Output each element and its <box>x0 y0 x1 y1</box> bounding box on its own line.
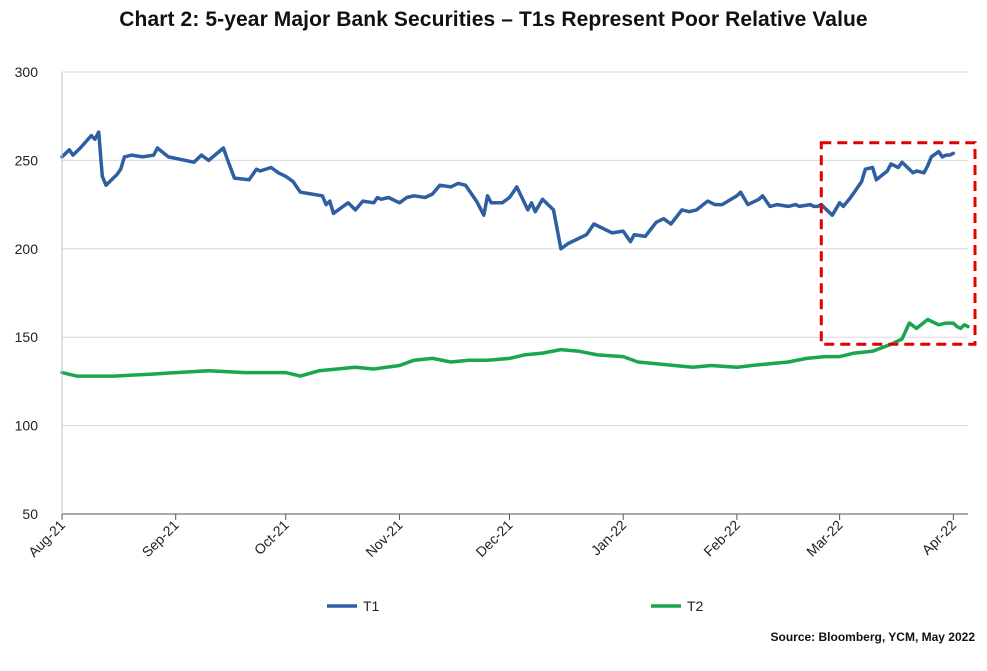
x-tick-label: Dec-21 <box>472 517 515 560</box>
x-tick-label: Oct-21 <box>251 517 292 558</box>
x-tick-label: Aug-21 <box>25 517 68 560</box>
y-tick-label: 200 <box>15 241 39 257</box>
y-tick-label: 100 <box>15 418 39 434</box>
x-tick-label: Apr-22 <box>918 517 959 558</box>
y-tick-label: 50 <box>22 506 38 522</box>
series-line-t1 <box>60 130 956 251</box>
legend-label-t1: T1 <box>363 598 380 614</box>
x-tick-label: Nov-21 <box>362 517 405 560</box>
y-tick-label: 150 <box>15 329 39 345</box>
chart-title: Chart 2: 5-year Major Bank Securities – … <box>119 8 868 31</box>
x-tick-label: Mar-22 <box>803 517 846 560</box>
legend-label-t2: T2 <box>687 598 704 614</box>
highlight-box <box>819 141 977 346</box>
source-note: Source: Bloomberg, YCM, May 2022 <box>770 630 975 644</box>
series-layer <box>60 130 977 378</box>
x-tick-label: Jan-22 <box>588 517 630 559</box>
x-tick-label: Sep-21 <box>139 517 182 560</box>
legend: T1 T2 <box>327 598 704 614</box>
y-tick-label: 250 <box>15 152 39 168</box>
x-tick-label: Feb-22 <box>700 517 743 560</box>
y-tick-label: 300 <box>15 64 39 80</box>
axis-layer: 50 100 150 200 250 300 Aug-21 Sep-21 Oct-21 Nov-2… <box>15 64 968 560</box>
grid-layer <box>62 71 968 427</box>
series-line-t2 <box>60 317 970 378</box>
